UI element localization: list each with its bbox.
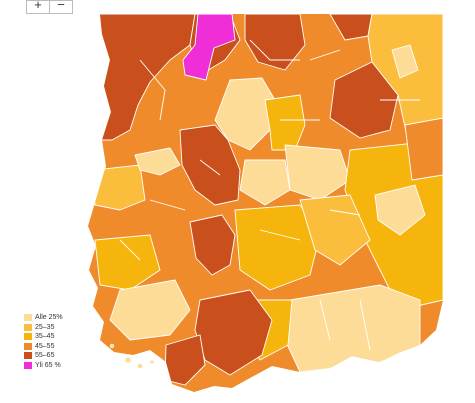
zoom-control: + − (26, 0, 73, 14)
border-lines (119, 39, 420, 351)
region-east-pale[interactable] (374, 184, 426, 236)
island (124, 356, 132, 364)
region-northeast-yellow[interactable] (367, 14, 443, 151)
legend-label: 45–55 (35, 342, 55, 350)
legend-item-25-35: 25–35 (24, 323, 63, 333)
region-west-yellow[interactable] (94, 164, 146, 211)
region-south-yellow[interactable] (234, 204, 321, 291)
legend-swatch (24, 333, 32, 341)
legend-swatch (24, 352, 32, 360)
map-legend: Alle 25% 25–35 35–45 45–55 55–65 Yli 65 … (24, 313, 63, 370)
legend-swatch (24, 314, 32, 322)
legend-item-45-55: 45–55 (24, 342, 63, 352)
region-north-dark-b[interactable] (244, 14, 306, 71)
legend-label: 55–65 (35, 352, 55, 359)
legend-item-yli-65: Yli 65 % (24, 361, 63, 371)
region-highest[interactable] (182, 14, 236, 81)
region-northeast-pale[interactable] (391, 44, 419, 79)
zoom-in-button[interactable]: + (34, 1, 42, 12)
region-west-mid[interactable] (94, 234, 161, 291)
region-central-pale-c[interactable] (239, 159, 291, 206)
legend-label: Alle 25% (35, 314, 63, 321)
island (137, 363, 143, 369)
legend-swatch (24, 342, 32, 350)
legend-label: 25–35 (35, 323, 55, 331)
region-south-central-dark[interactable] (189, 214, 236, 276)
region-south-yellow-b[interactable] (299, 194, 371, 266)
legend-swatch (24, 361, 32, 369)
region-central-pale[interactable] (214, 77, 276, 151)
region-central-dark[interactable] (179, 124, 241, 206)
legend-swatch (24, 323, 32, 331)
legend-label: Yli 65 % (35, 361, 61, 369)
region-southwest-pale[interactable] (109, 279, 191, 341)
legend-label: 35–45 (35, 333, 55, 340)
region-south-dark[interactable] (194, 289, 273, 376)
legend-item-55-65: 55–65 (24, 351, 63, 361)
region-south-coast-pale[interactable] (284, 284, 421, 373)
region-west-pale[interactable] (134, 147, 181, 176)
region-east-orange[interactable] (404, 117, 443, 181)
legend-item-35-45: 35–45 (24, 332, 63, 342)
island (109, 343, 115, 349)
zoom-out-button[interactable]: − (49, 1, 72, 13)
legend-item-alle-25: Alle 25% (24, 313, 63, 323)
island (149, 359, 155, 365)
